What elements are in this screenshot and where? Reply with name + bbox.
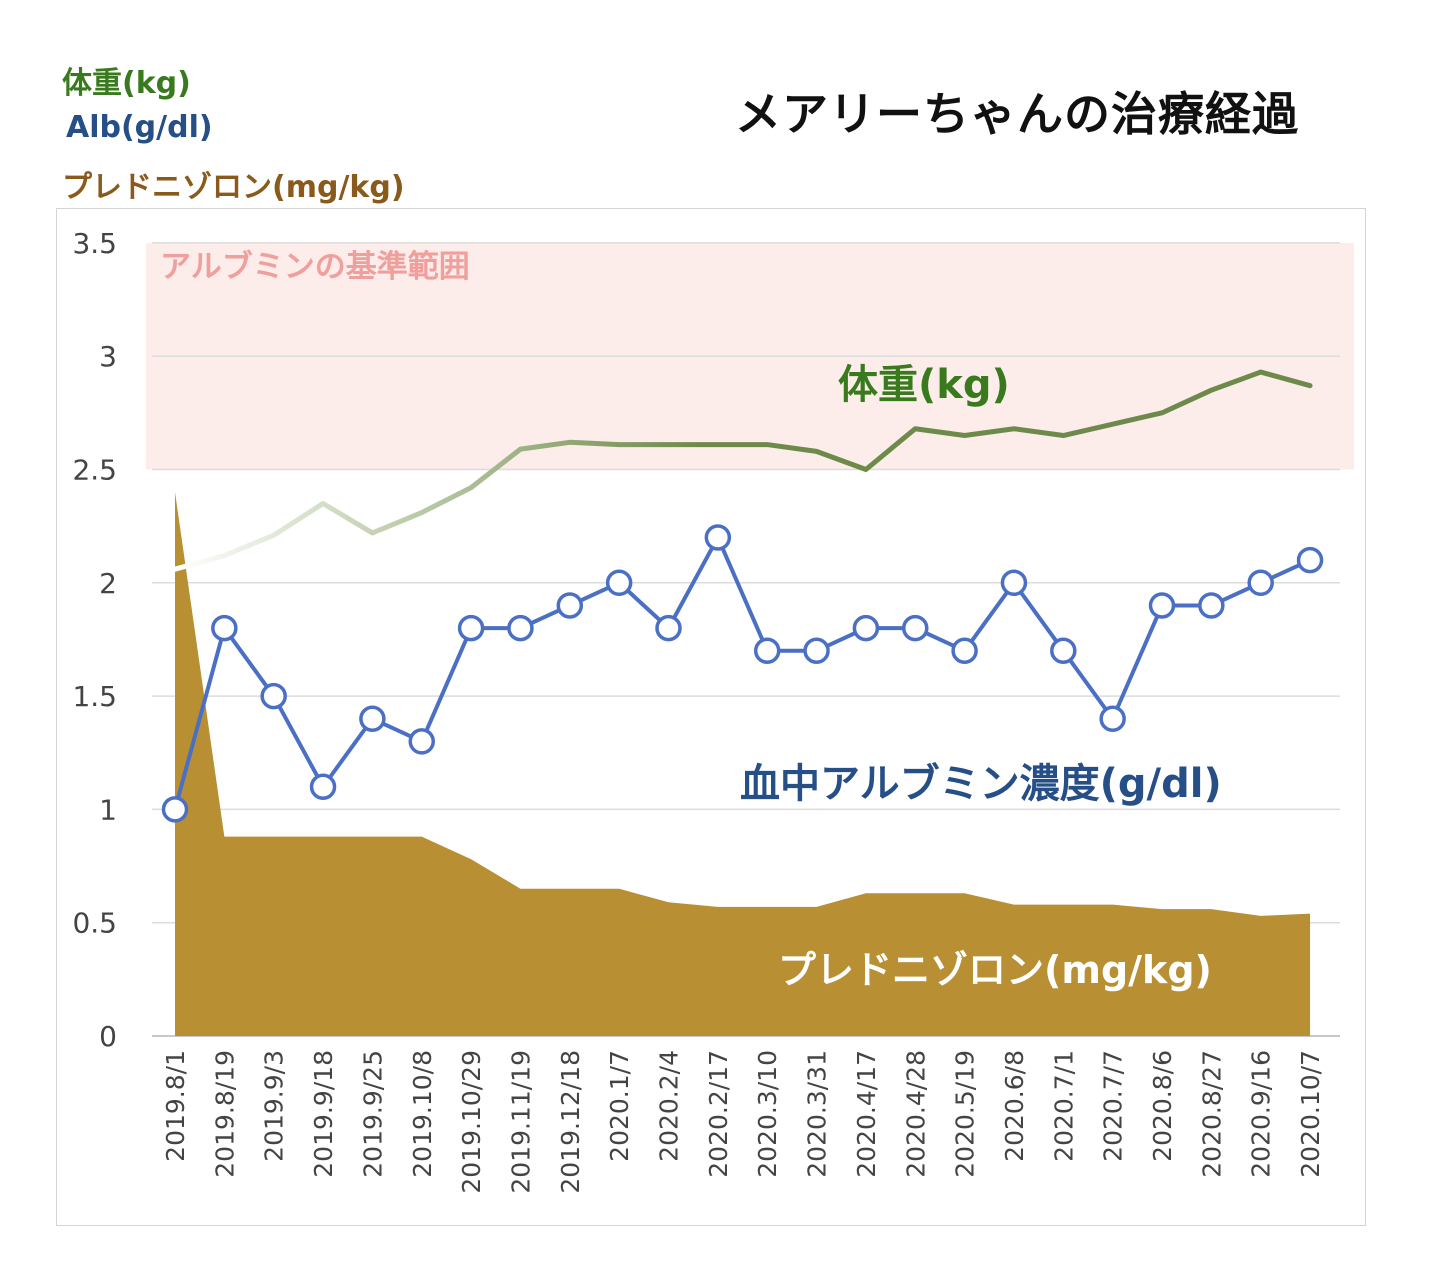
- y-tick-label: 1.5: [72, 680, 117, 713]
- legend-prednisolone: プレドニゾロン(mg/kg): [62, 170, 405, 205]
- y-tick-label: 0.5: [72, 907, 117, 940]
- albumin-point: [359, 705, 386, 733]
- x-tick-label: 2020.2/17: [704, 1050, 733, 1178]
- x-tick-label: 2019.9/25: [358, 1050, 387, 1178]
- x-tick-label: 2019.9/3: [260, 1050, 289, 1162]
- x-tick-label: 2020.7/7: [1099, 1050, 1128, 1162]
- legend-albumin: Alb(g/dl): [66, 110, 213, 145]
- x-tick-label: 2019.10/8: [408, 1050, 437, 1178]
- prednisolone-area: [175, 492, 1311, 1036]
- y-tick-label: 2: [99, 567, 117, 600]
- albumin-point: [1198, 592, 1225, 619]
- legend-weight: 体重(kg): [62, 66, 191, 101]
- reference-band-label: アルブミンの基準範囲: [160, 249, 470, 285]
- albumin-point: [605, 569, 633, 597]
- x-tick-label: 2019.12/18: [556, 1050, 585, 1194]
- albumin-point: [260, 682, 287, 710]
- y-tick-label: 2.5: [72, 454, 117, 487]
- albumin-point: [211, 614, 238, 642]
- x-tick-label: 2019.8/19: [210, 1050, 239, 1178]
- x-tick-label: 2020.8/6: [1148, 1050, 1177, 1162]
- x-tick-label: 2019.11/19: [506, 1050, 535, 1194]
- albumin-point: [1296, 546, 1324, 574]
- albumin-point: [1099, 705, 1126, 733]
- albumin-point: [1000, 569, 1028, 597]
- y-tick-label: 3.5: [72, 227, 117, 260]
- x-tick-label: 2019.9/18: [309, 1050, 338, 1178]
- x-tick-label: 2020.2/4: [655, 1050, 684, 1162]
- albumin-line: [173, 535, 1311, 810]
- y-tick-label: 0: [99, 1020, 117, 1053]
- chart-title: メアリーちゃんの治療経過: [735, 87, 1299, 141]
- x-tick-label: 2020.4/17: [852, 1050, 881, 1178]
- x-tick-label: 2020.10/7: [1296, 1050, 1325, 1178]
- albumin-point: [902, 614, 929, 642]
- x-tick-label: 2020.6/8: [1000, 1050, 1029, 1162]
- x-tick-label: 2020.3/10: [753, 1050, 782, 1178]
- albumin-point: [753, 637, 781, 665]
- albumin-point: [1148, 592, 1176, 619]
- albumin-point: [507, 614, 534, 642]
- albumin-point: [408, 728, 435, 755]
- albumin-point: [1050, 637, 1077, 665]
- albumin-point: [1247, 569, 1274, 597]
- albumin-point: [803, 637, 830, 665]
- albumin-point: [704, 524, 732, 551]
- annotation-prednisolone: プレドニゾロン(mg/kg): [778, 948, 1212, 992]
- y-tick-label: 3: [99, 340, 117, 373]
- albumin-point: [556, 592, 584, 619]
- x-tick-label: 2019.8/1: [161, 1050, 190, 1162]
- weight-line: [172, 369, 1313, 572]
- annotation-albumin: 血中アルブミン濃度(g/dl): [740, 761, 1222, 807]
- x-tick-label: 2020.9/16: [1247, 1050, 1276, 1178]
- annotation-weight: 体重(kg): [838, 362, 1010, 408]
- albumin-point: [457, 614, 485, 642]
- albumin-point: [161, 796, 189, 823]
- albumin-point: [852, 614, 880, 642]
- albumin-point: [309, 773, 337, 800]
- x-tick-label: 2020.1/7: [605, 1050, 634, 1162]
- x-tick-label: 2020.5/19: [951, 1050, 980, 1178]
- x-tick-label: 2020.8/27: [1197, 1050, 1226, 1178]
- y-tick-label: 1: [99, 793, 117, 826]
- albumin-point: [951, 637, 978, 665]
- plot-frame: [56, 208, 1366, 1226]
- x-tick-label: 2019.10/29: [457, 1050, 486, 1194]
- albumin-point: [655, 614, 682, 642]
- x-tick-label: 2020.3/31: [803, 1050, 832, 1178]
- x-tick-label: 2020.4/28: [901, 1050, 930, 1178]
- x-tick-label: 2020.7/1: [1049, 1050, 1078, 1162]
